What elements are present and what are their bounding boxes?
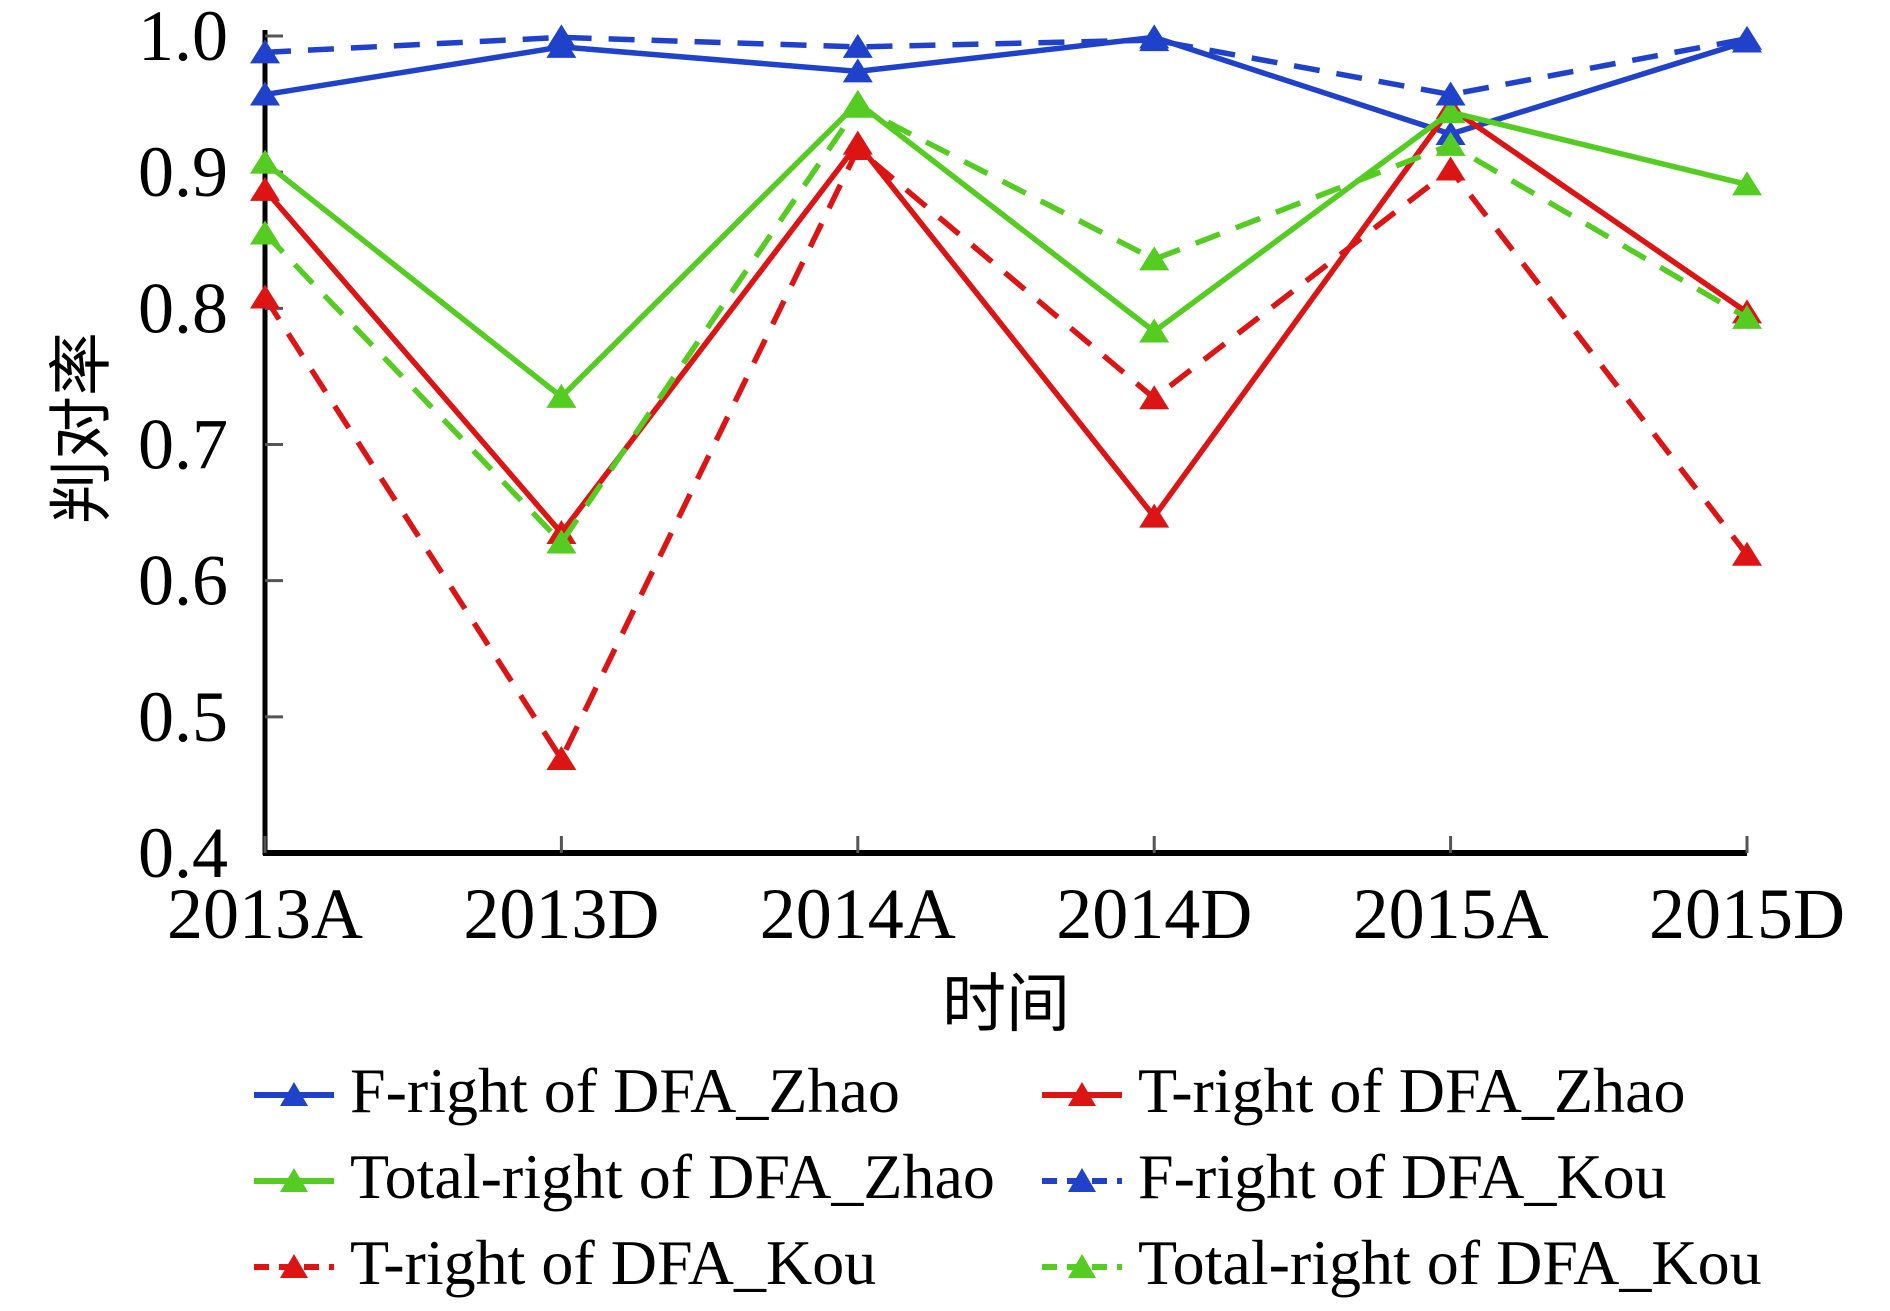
marker-Total-right-of-DFA_Kou <box>1435 131 1466 156</box>
marker-T-right-of-DFA_Kou <box>546 746 577 771</box>
marker-Total-right-of-DFA_Zhao <box>1139 318 1170 343</box>
legend-marker-solid-dd1414 <box>1042 1082 1122 1106</box>
marker-Total-right-of-DFA_Kou <box>1139 246 1170 271</box>
marker-F-right-of-DFA_Kou <box>842 33 873 58</box>
marker-F-right-of-DFA_Kou <box>546 24 577 49</box>
x-tick-label: 2013A <box>167 874 363 954</box>
marker-F-right-of-DFA_Zhao <box>842 58 873 83</box>
marker-T-right-of-DFA_Kou <box>1435 156 1466 181</box>
marker-F-right-of-DFA_Kou <box>250 39 280 64</box>
marker-Total-right-of-DFA_Zhao <box>250 149 280 174</box>
x-tick-label: 2015D <box>1649 874 1845 954</box>
marker-F-right-of-DFA_Kou <box>1732 25 1762 50</box>
marker-T-right-of-DFA_Kou <box>1732 541 1762 566</box>
marker-T-right-of-DFA_Kou <box>842 136 873 161</box>
legend-label: T-right of DFA_Zhao <box>1138 1055 1686 1126</box>
legend-marker-dashed-dd1414 <box>254 1254 334 1278</box>
legend-item-F-right-of-DFA_Kou: F-right of DFA_Kou <box>1040 1145 1762 1217</box>
legend-label: Total-right of DFA_Zhao <box>350 1141 995 1212</box>
marker-F-right-of-DFA_Kou <box>1435 81 1466 106</box>
marker-F-right-of-DFA_Kou <box>1139 27 1170 52</box>
y-axis-title: 判对率 <box>47 332 118 524</box>
y-tick-label: 0.9 <box>138 132 228 212</box>
marker-Total-right-of-DFA_Kou <box>1732 304 1762 329</box>
series-line-T-right-of-DFA_Zhao <box>262 104 1749 538</box>
legend-label: Total-right of DFA_Kou <box>1138 1227 1762 1298</box>
legend: F-right of DFA_Zhao T-right of DFA_Zhao To… <box>252 1052 1762 1310</box>
series-line-Total-right-of-DFA_Kou <box>263 103 1749 547</box>
series-line-F-right-of-DFA_Kou <box>264 34 1748 98</box>
legend-marker-solid-55cc22 <box>254 1168 334 1192</box>
y-tick-label: 1.0 <box>138 0 228 76</box>
marker-T-right-of-DFA_Zhao <box>250 176 280 201</box>
marker-Total-right-of-DFA_Kou <box>546 529 577 554</box>
marker-Total-right-of-DFA_Zhao <box>546 383 577 408</box>
legend-marker-dashed-2042cb <box>1042 1168 1122 1192</box>
x-tick-label: 2014D <box>1056 874 1252 954</box>
legend-item-T-right-of-DFA_Zhao: T-right of DFA_Zhao <box>1040 1059 1762 1131</box>
y-tick-label: 0.6 <box>138 541 228 621</box>
marker-T-right-of-DFA_Kou <box>1139 385 1170 410</box>
legend-item-Total-right-of-DFA_Kou: Total-right of DFA_Kou <box>1040 1231 1762 1303</box>
y-tick-label: 0.5 <box>138 677 228 757</box>
legend-label: F-right of DFA_Zhao <box>350 1055 900 1126</box>
y-tick-label: 0.7 <box>138 405 228 485</box>
marker-Total-right-of-DFA_Zhao <box>1732 171 1762 196</box>
marker-T-right-of-DFA_Kou <box>250 284 280 309</box>
x-axis-title: 时间 <box>942 969 1070 1040</box>
y-tick-label: 0.4 <box>138 813 228 893</box>
y-tick-label: 0.8 <box>138 268 228 348</box>
series-line-T-right-of-DFA_Kou <box>262 144 1750 765</box>
marker-F-right-of-DFA_Zhao <box>250 81 280 106</box>
marker-Total-right-of-DFA_Zhao <box>1435 99 1466 124</box>
x-tick-label: 2015A <box>1353 874 1549 954</box>
marker-Total-right-of-DFA_Kou <box>250 220 280 245</box>
series-line-Total-right-of-DFA_Zhao <box>263 99 1748 401</box>
legend-item-F-right-of-DFA_Zhao: F-right of DFA_Zhao <box>252 1059 1040 1131</box>
legend-item-T-right-of-DFA_Kou: T-right of DFA_Kou <box>252 1231 1040 1303</box>
legend-item-Total-right-of-DFA_Zhao: Total-right of DFA_Zhao <box>252 1145 1040 1217</box>
legend-label: T-right of DFA_Kou <box>350 1227 877 1298</box>
legend-marker-dashed-55cc22 <box>1042 1254 1122 1278</box>
series-line-F-right-of-DFA_Zhao <box>264 34 1748 137</box>
legend-label: F-right of DFA_Kou <box>1138 1141 1667 1212</box>
x-tick-label: 2013D <box>463 874 659 954</box>
marker-Total-right-of-DFA_Kou <box>842 93 873 118</box>
legend-marker-solid-2042cb <box>254 1082 334 1106</box>
x-tick-label: 2014A <box>760 874 956 954</box>
marker-T-right-of-DFA_Zhao <box>1139 503 1170 528</box>
